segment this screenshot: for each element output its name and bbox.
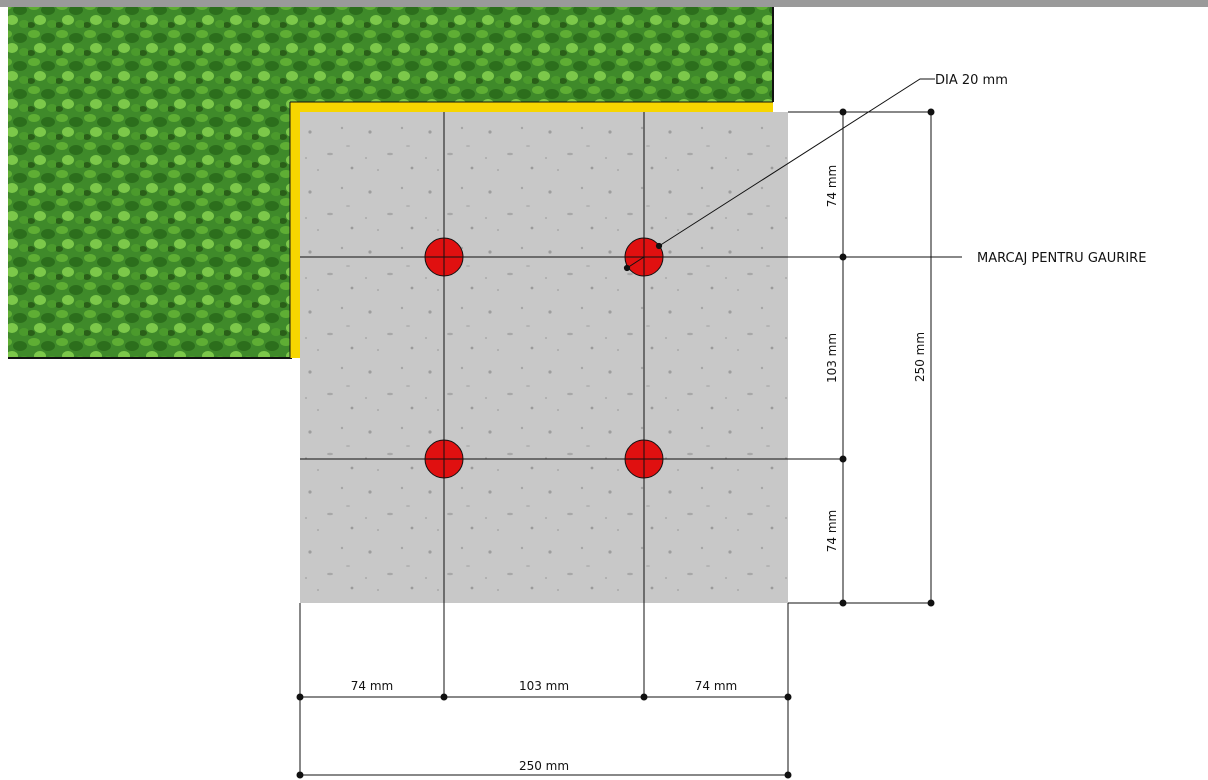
top-bar [0,0,1208,7]
marcaj-label: MARCAJ PENTRU GAURIRE [977,251,1146,266]
dim-right-bottom: 74 mm [825,510,839,552]
diameter-label: DIA 20 mm [935,73,1008,88]
dim-bottom-left: 74 mm [351,679,393,693]
grid-lines [300,112,843,697]
dim-bottom-total: 250 mm [519,759,569,773]
right-dimensions [788,108,935,607]
dim-bottom-mid: 103 mm [519,679,569,693]
hole-bottom-left [424,439,464,479]
dim-right-top: 74 mm [825,165,839,207]
diameter-leader [623,78,935,272]
dim-bottom-right: 74 mm [695,679,737,693]
bottom-dimensions [296,603,792,779]
hole-bottom-right [624,439,664,479]
concrete-slab [300,112,788,603]
dim-right-total: 250 mm [913,332,927,382]
dim-right-mid: 103 mm [825,333,839,383]
hole-top-left [424,237,464,277]
drill-holes [424,237,664,479]
yellow-edge [289,101,773,358]
